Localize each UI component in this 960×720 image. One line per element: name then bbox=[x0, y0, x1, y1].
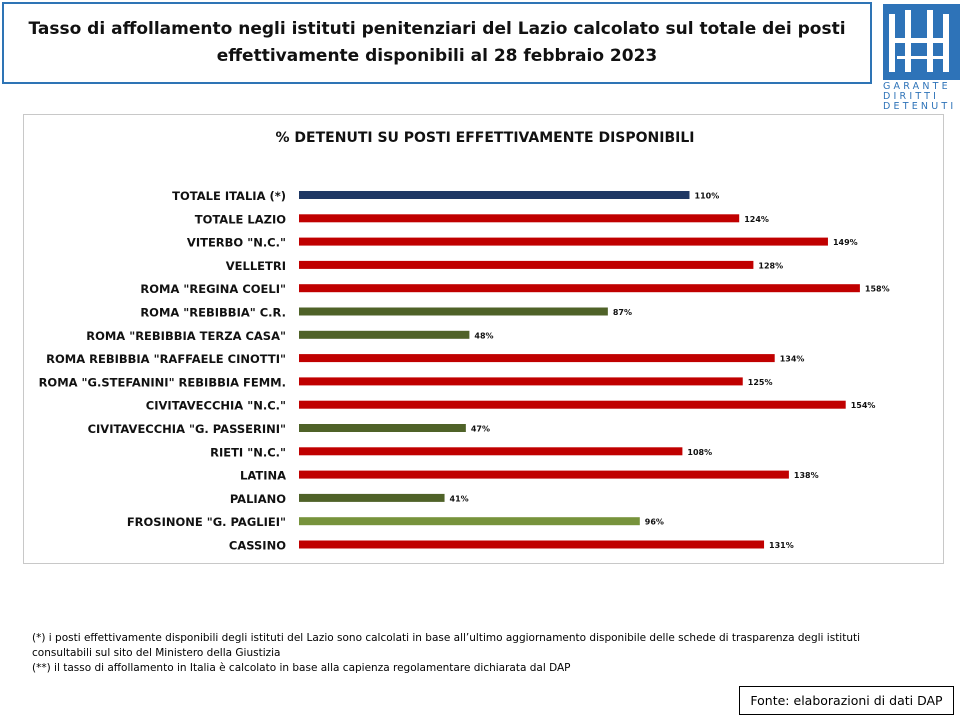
title-box: Tasso di affollamento negli istituti pen… bbox=[2, 2, 872, 84]
page-title-line-1: Tasso di affollamento negli istituti pen… bbox=[28, 19, 846, 39]
data-label: 138% bbox=[794, 471, 819, 480]
data-label: 131% bbox=[769, 541, 794, 550]
footnote-1-cont: consultabili sul sito del Ministero dell… bbox=[32, 647, 281, 659]
logo-text-3: DETENUTI bbox=[883, 101, 957, 112]
data-label: 134% bbox=[780, 355, 805, 364]
bar bbox=[299, 517, 640, 526]
data-label: 154% bbox=[851, 401, 876, 410]
category-label: LATINA bbox=[240, 469, 286, 483]
bar bbox=[299, 214, 740, 223]
category-label: VELLETRI bbox=[226, 259, 286, 273]
data-label: 96% bbox=[645, 518, 664, 527]
bar bbox=[299, 400, 846, 409]
logo-emblem bbox=[883, 4, 960, 80]
bar bbox=[299, 237, 828, 246]
source-label: Fonte: elaborazioni di dati DAP bbox=[750, 693, 943, 708]
data-label: 128% bbox=[758, 261, 783, 270]
category-label: TOTALE ITALIA (*) bbox=[172, 189, 286, 203]
data-label: 158% bbox=[865, 285, 890, 294]
bar bbox=[299, 447, 683, 456]
footnotes: (*) i posti effettivamente disponibili d… bbox=[32, 631, 932, 676]
footnote-2: (**) il tasso di affollamento in Italia … bbox=[32, 662, 571, 674]
bar bbox=[299, 377, 743, 386]
category-label: ROMA "REGINA COELI" bbox=[140, 282, 286, 296]
bar bbox=[299, 540, 765, 549]
category-label: VITERBO "N.C." bbox=[187, 236, 286, 250]
footnote-1: (*) i posti effettivamente disponibili d… bbox=[32, 632, 861, 644]
logo-emblem-icon bbox=[889, 10, 949, 72]
chart-frame bbox=[23, 114, 944, 564]
bar bbox=[299, 470, 789, 479]
data-label: 108% bbox=[687, 448, 712, 457]
logo-text-1: GARANTE bbox=[883, 81, 951, 92]
data-label: 110% bbox=[695, 192, 720, 201]
category-label: TOTALE LAZIO bbox=[195, 212, 287, 226]
data-label: 125% bbox=[748, 378, 773, 387]
source-box: Fonte: elaborazioni di dati DAP bbox=[739, 686, 954, 715]
category-label: FROSINONE "G. PAGLIEI" bbox=[127, 515, 286, 529]
data-label: 149% bbox=[833, 238, 858, 247]
bar bbox=[299, 284, 860, 293]
bar bbox=[299, 493, 445, 502]
garante-logo: GARANTE DIRITTI DETENUTI bbox=[883, 4, 960, 112]
page-title-line-2: effettivamente disponibili al 28 febbrai… bbox=[216, 46, 658, 66]
category-label: ROMA "G.STEFANINI" REBIBBIA FEMM. bbox=[39, 375, 286, 389]
category-label: CIVITAVECCHIA "N.C." bbox=[146, 399, 286, 413]
bar bbox=[299, 354, 775, 363]
logo-text-2: DIRITTI bbox=[883, 91, 940, 102]
bar bbox=[299, 307, 608, 316]
bar bbox=[299, 260, 754, 269]
category-label: CIVITAVECCHIA "G. PASSERINI" bbox=[88, 422, 286, 436]
category-label: ROMA REBIBBIA "RAFFAELE CINOTTI" bbox=[46, 352, 286, 366]
data-label: 124% bbox=[744, 215, 769, 224]
category-label: PALIANO bbox=[230, 492, 286, 506]
data-label: 48% bbox=[474, 331, 493, 340]
category-label: ROMA "REBIBBIA" C.R. bbox=[140, 306, 286, 320]
data-label: 41% bbox=[450, 494, 469, 503]
category-label: ROMA "REBIBBIA TERZA CASA" bbox=[86, 329, 286, 343]
bar bbox=[299, 424, 466, 432]
category-label: CASSINO bbox=[229, 539, 286, 553]
category-label: RIETI "N.C." bbox=[210, 445, 286, 459]
bar bbox=[299, 191, 690, 199]
data-label: 87% bbox=[613, 308, 632, 317]
data-label: 47% bbox=[471, 425, 490, 434]
bar bbox=[299, 330, 470, 339]
chart-title: % DETENUTI SU POSTI EFFETTIVAMENTE DISPO… bbox=[275, 130, 695, 146]
